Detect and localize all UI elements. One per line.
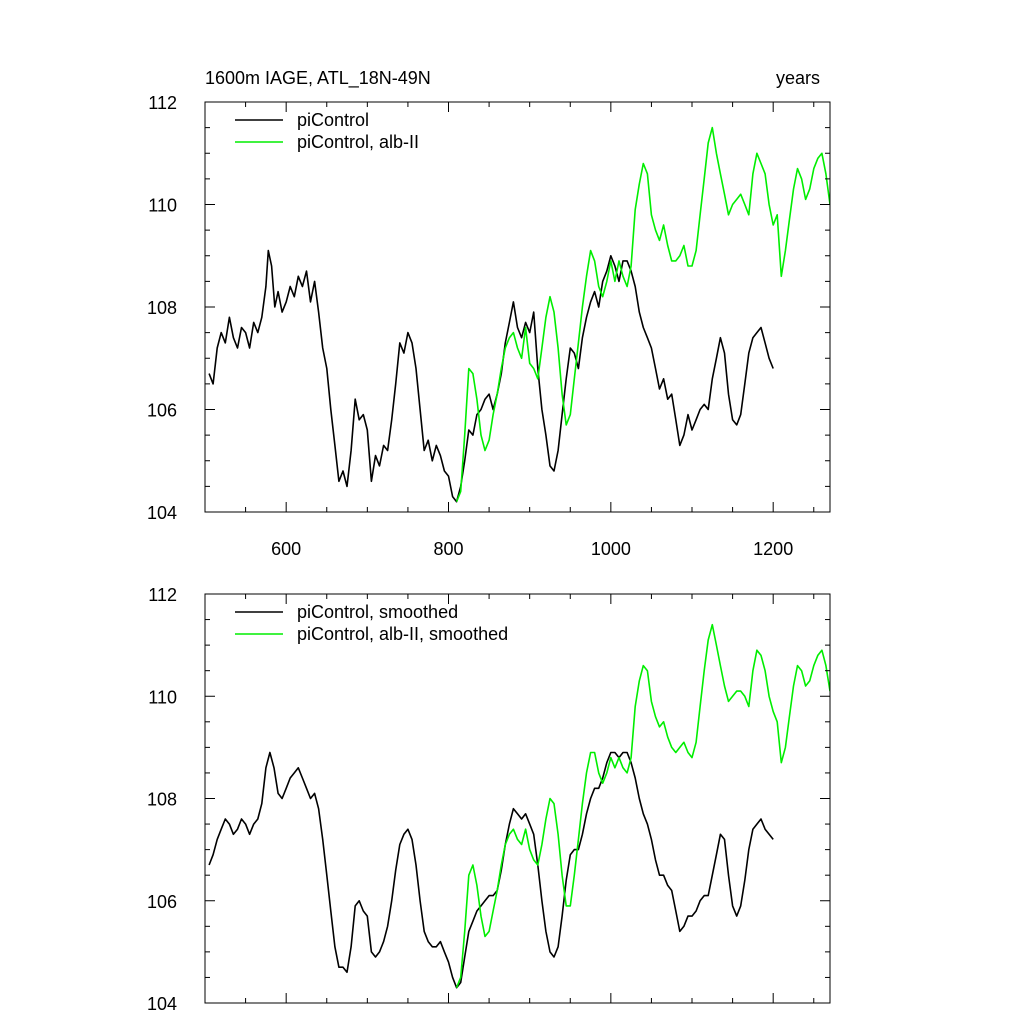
x-tick-label: 600 [271, 539, 301, 559]
chart-panel-1: 1600m IAGE, ATL_18N-49N years 600 800 1000 12… [147, 68, 831, 559]
series-line-2 [455, 623, 830, 988]
y-tick-label: 104 [147, 994, 177, 1014]
y-tick-label: 106 [147, 892, 177, 912]
legend-label: piControl, alb-II [297, 132, 419, 152]
y-tick-label: 110 [148, 687, 177, 707]
y-tick-label: 106 [147, 401, 177, 421]
chart-title: 1600m IAGE, ATL_18N-49N [205, 68, 431, 89]
series-line-2 [455, 126, 830, 502]
y-tick-label: 112 [148, 93, 177, 113]
y-tick-label: 108 [147, 298, 177, 318]
x-tick-label: 1200 [753, 539, 793, 559]
plot-frame [204, 593, 831, 1004]
x-tick-label: 1000 [591, 539, 631, 559]
chart-right-title: years [776, 68, 820, 88]
series-line-1 [208, 751, 774, 989]
legend-label: piControl, smoothed [297, 602, 458, 622]
y-tick-label: 108 [147, 790, 177, 810]
y-tick-label: 110 [148, 196, 177, 216]
legend-label: piControl [297, 110, 369, 130]
legend-label: piControl, alb-II, smoothed [297, 624, 508, 644]
y-tick-label: 104 [147, 503, 177, 523]
series-line-1 [208, 249, 774, 503]
plot-frame [204, 101, 831, 513]
chart-panel-2: 104 106 108 110 112 piControl, smoothedpiCont… [147, 585, 831, 1014]
y-tick-label: 112 [148, 585, 177, 605]
x-tick-label: 800 [433, 539, 463, 559]
